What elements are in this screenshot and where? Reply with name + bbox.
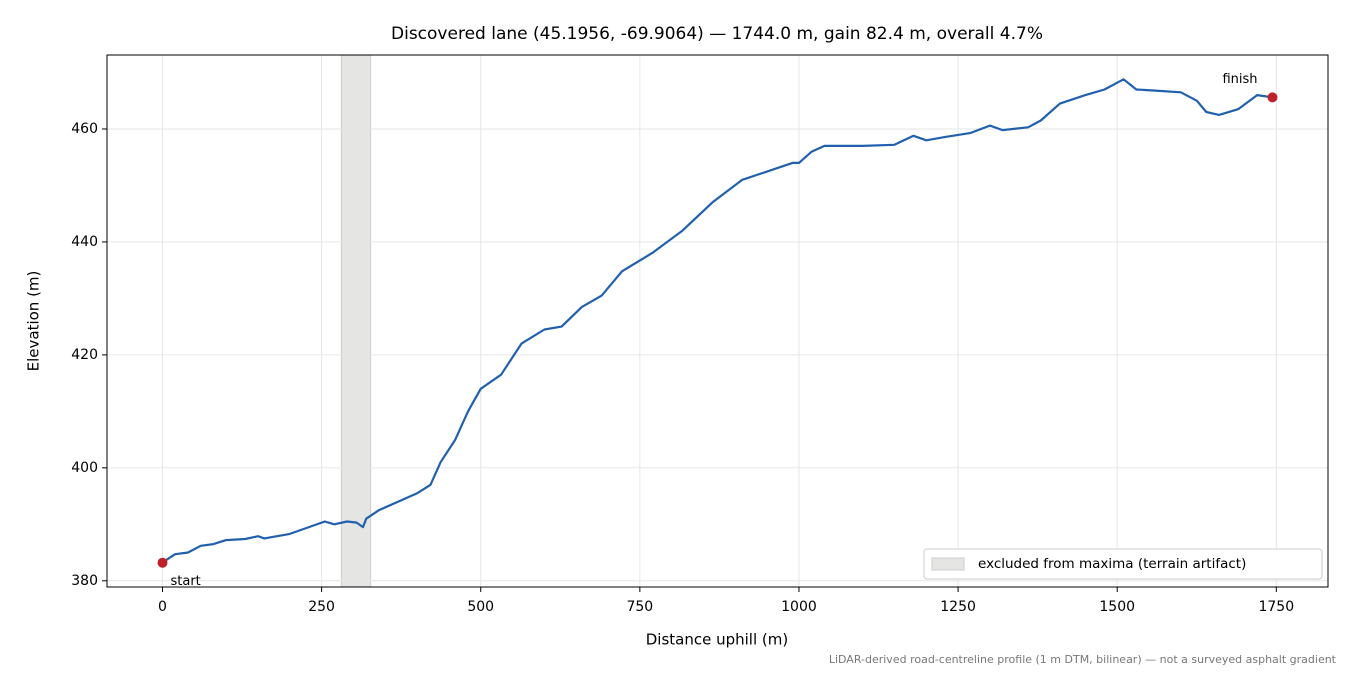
plot-frame xyxy=(106,54,1329,588)
end-marker xyxy=(1267,92,1278,103)
x-tick-label: 1500 xyxy=(1099,599,1135,615)
x-tick-label: 1750 xyxy=(1258,599,1294,615)
y-tick-label: 400 xyxy=(71,460,98,476)
x-axis-label: Distance uphill (m) xyxy=(646,631,788,649)
legend-label: excluded from maxima (terrain artifact) xyxy=(978,556,1246,572)
y-tick-label: 380 xyxy=(71,573,98,589)
y-tick-label: 440 xyxy=(71,234,98,250)
annotation: finish xyxy=(1222,72,1257,87)
chart-title: Discovered lane (45.1956, -69.9064) — 17… xyxy=(391,24,1043,44)
y-tick-label: 460 xyxy=(71,121,98,137)
x-tick-label: 500 xyxy=(467,599,494,615)
footnote: LiDAR-derived road-centreline profile (1… xyxy=(829,653,1337,666)
legend-swatch xyxy=(931,557,965,571)
profile-line xyxy=(161,78,1273,564)
y-axis-label: Elevation (m) xyxy=(25,271,43,372)
annotation: start xyxy=(171,574,201,589)
excluded-band xyxy=(340,54,372,588)
x-tick-label: 0 xyxy=(158,599,167,615)
x-tick-label: 1250 xyxy=(940,599,976,615)
x-tick-label: 250 xyxy=(308,599,335,615)
x-tick-label: 1000 xyxy=(781,599,817,615)
y-tick-label: 420 xyxy=(71,347,98,363)
x-tick-label: 750 xyxy=(626,599,653,615)
end-marker xyxy=(157,557,168,568)
legend-box xyxy=(923,548,1323,580)
